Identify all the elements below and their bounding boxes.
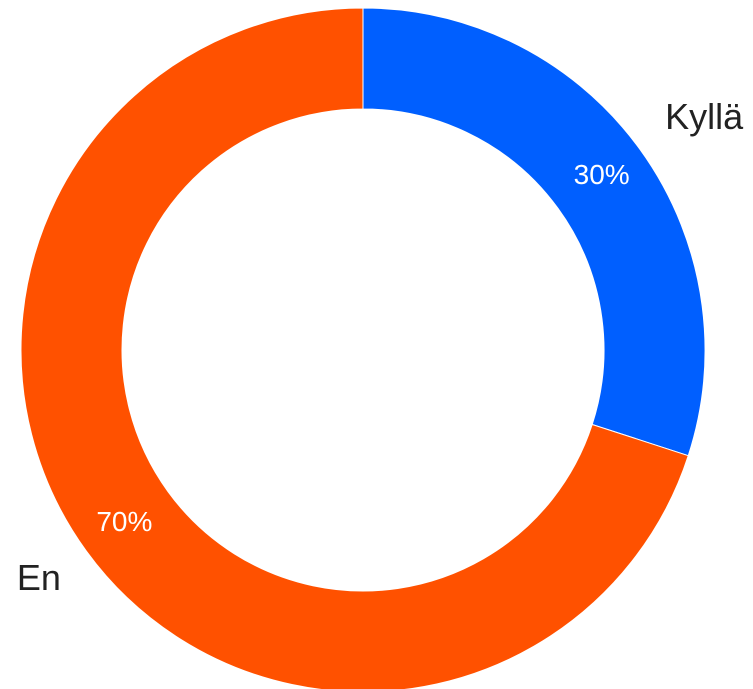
category-label-en: En — [17, 557, 61, 598]
category-label-kylla: Kyllä — [665, 96, 744, 137]
percent-label-kylla: 30% — [574, 159, 630, 190]
slice-en[interactable] — [20, 7, 689, 689]
slice-kylla[interactable] — [362, 7, 706, 457]
percent-label-en: 70% — [96, 506, 152, 537]
